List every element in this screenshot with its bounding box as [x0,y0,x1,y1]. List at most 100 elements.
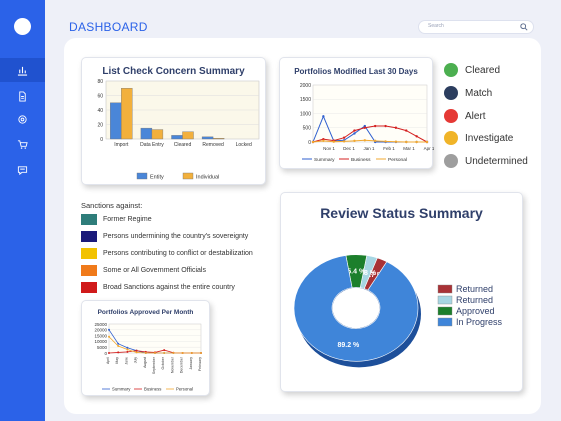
data-point [135,349,138,352]
x-tick-label: August [143,357,147,368]
status-label: Match [465,87,493,99]
data-point [172,352,175,354]
legend-label: Entity [150,175,164,181]
data-point [154,352,156,354]
sanction-item: Broad Sanctions against the entire count… [81,282,235,293]
data-point [322,139,325,143]
slice-label: 2.8 % [358,270,377,277]
sanction-swatch [81,231,97,242]
y-tick-label: 2000 [300,83,311,89]
data-point [117,345,120,348]
x-tick-label: June [124,357,128,365]
x-tick-label: Mar 1 [403,146,415,151]
search-icon[interactable] [520,23,528,31]
status-label: Investigate [465,132,514,144]
x-tick-label: Import [114,142,129,148]
status-legend-item: Undetermined [444,154,528,168]
data-point [394,140,398,143]
bar-individual [151,129,164,140]
sidebar-item-settings[interactable] [0,107,45,131]
x-tick-label: Apr 1 [424,146,434,151]
x-tick-label: May [115,357,119,364]
data-point [342,136,346,139]
y-tick-label: 15000 [94,333,107,338]
data-point [363,124,367,128]
sidebar-item-documents[interactable] [0,84,45,108]
legend-label: Summary [314,157,335,163]
y-tick-label: 1000 [300,111,311,117]
sanction-swatch [81,282,97,293]
search-input[interactable]: Search [418,20,534,34]
y-tick-label: 1500 [300,97,311,103]
data-point [311,140,315,144]
legend-label: Personal [176,387,193,392]
y-tick-label: 500 [303,126,312,132]
x-tick-label: Jan 1 [363,146,375,151]
status-dot-icon [444,86,458,100]
page-title: DASHBOARD [69,20,148,34]
donut-slice-approved [345,254,368,289]
status-legend-item: Cleared [444,63,500,77]
data-point [332,140,335,143]
data-point [405,129,408,132]
review-status-title: Review Status Summary [320,205,483,221]
sanction-swatch [81,214,97,225]
sanction-item: Persons contributing to conflict or dest… [81,248,253,259]
x-tick-label: July [134,357,138,363]
data-point [190,352,193,354]
bar-individual [182,131,194,140]
data-point [108,352,110,354]
plot-area [108,323,202,354]
sanction-item: Some or All Government Officials [81,265,206,276]
legend-label: Returned [456,295,493,305]
status-dot-icon [444,109,458,123]
legend-swatch [136,172,148,180]
sidebar-item-messages[interactable] [0,158,45,182]
sidebar [0,0,45,421]
data-point [405,140,408,144]
bar-entity [140,127,153,140]
x-tick-label: January [189,357,193,370]
sanction-label: Persons contributing to conflict or dest… [103,250,253,257]
bar-individual [212,138,225,140]
sanction-label: Broad Sanctions against the entire count… [103,284,235,291]
portfolios-month-card: Portfolios Approved Per Month 25000 20000… [81,300,210,396]
data-point [384,140,387,143]
status-legend-item: Investigate [444,131,513,145]
y-tick-label: 60 [97,94,103,100]
x-tick-label: Nov 1 [323,146,335,151]
status-legend-item: Alert [444,109,486,123]
x-tick-label: Feb 1 [383,146,395,151]
list-check-chart: 80 60 40 20 0 Import Data Entry Cleared Removed L… [97,79,260,181]
legend-swatch [182,172,194,180]
data-point [342,140,346,143]
sidebar-item-dashboard[interactable] [0,58,45,82]
data-point [322,115,325,118]
status-dot-icon [444,131,458,145]
data-point [373,124,377,128]
portfolios-month-title: Portfolios Approved Per Month [97,309,194,316]
data-point [425,140,429,144]
x-tick-label: November [170,356,174,373]
sidebar-item-cart[interactable] [0,132,45,156]
legend-label: Individual [196,175,219,181]
y-tick-label: 25000 [94,322,107,327]
bar-entity [201,136,214,140]
legend-label: In Progress [456,317,503,327]
review-status-card: Review Status Summary 2.7 % 2.8 % 5.4 % 89.… [280,192,523,392]
x-tick-label: April [106,357,110,364]
legend-label: Personal [388,157,407,163]
slice-label: 89.2 % [337,342,360,349]
search-placeholder: Search [428,23,444,29]
status-label: Cleared [465,64,501,76]
data-point [363,126,367,129]
legend-swatch [437,306,453,316]
slice-label: 2.7 % [365,272,384,279]
bar-entity [171,135,183,140]
status-legend-item: Match [444,86,492,100]
data-point [117,342,120,345]
data-point [163,349,166,352]
series-line-business [312,125,428,143]
status-dot-icon [444,154,458,168]
legend-swatch [437,295,453,305]
